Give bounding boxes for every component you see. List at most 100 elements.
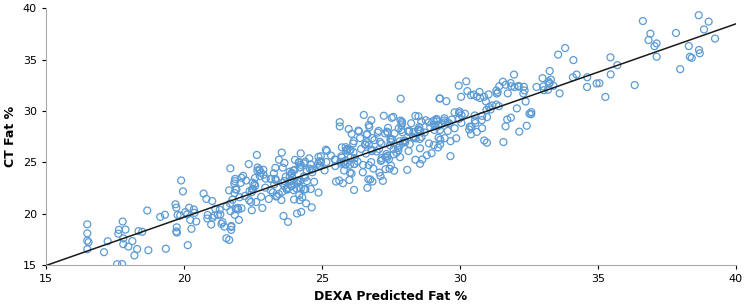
Point — [314, 163, 326, 168]
Point — [410, 136, 422, 141]
Point — [357, 170, 369, 175]
Point — [501, 117, 513, 122]
Point — [200, 196, 212, 201]
Point — [367, 179, 379, 184]
Point — [530, 84, 542, 89]
Point — [521, 123, 533, 128]
Point — [366, 136, 378, 141]
Point — [141, 208, 153, 213]
Point — [373, 147, 385, 152]
Point — [403, 128, 415, 133]
Point — [645, 31, 657, 36]
Point — [365, 160, 377, 165]
Point — [431, 119, 443, 124]
Point — [252, 165, 264, 170]
Point — [229, 212, 241, 217]
Point — [542, 87, 554, 92]
Point — [593, 81, 605, 86]
Point — [353, 129, 365, 134]
Point — [117, 242, 129, 247]
Point — [281, 187, 293, 192]
Point — [347, 141, 359, 146]
Point — [471, 94, 483, 99]
Point — [259, 185, 271, 190]
Point — [385, 163, 397, 168]
Point — [298, 174, 310, 179]
Point — [270, 177, 282, 181]
Point — [229, 179, 241, 184]
Point — [132, 229, 144, 234]
Point — [256, 205, 268, 210]
Point — [117, 262, 128, 266]
Point — [378, 113, 390, 118]
Point — [395, 127, 407, 132]
Point — [306, 205, 317, 210]
Point — [294, 165, 306, 169]
Point — [81, 238, 93, 243]
Point — [344, 162, 356, 167]
Point — [436, 122, 447, 126]
Point — [305, 187, 317, 192]
Point — [182, 212, 193, 217]
Point — [293, 160, 305, 165]
Point — [379, 155, 391, 160]
Point — [340, 145, 352, 150]
Point — [170, 205, 182, 210]
Point — [288, 168, 300, 173]
Point — [81, 222, 93, 227]
Point — [392, 146, 404, 150]
Point — [344, 148, 356, 153]
Point — [703, 19, 715, 24]
Point — [361, 131, 373, 136]
Point — [270, 178, 282, 183]
Point — [120, 227, 131, 232]
Point — [229, 181, 241, 186]
Point — [460, 79, 472, 84]
Point — [284, 179, 296, 184]
Point — [352, 159, 364, 164]
Point — [408, 130, 420, 134]
Point — [427, 118, 439, 123]
Point — [441, 99, 453, 104]
Point — [281, 186, 293, 191]
Point — [216, 221, 228, 226]
Point — [386, 137, 398, 142]
Point — [239, 193, 251, 198]
Point — [453, 116, 465, 121]
Point — [416, 157, 428, 162]
Point — [505, 80, 517, 85]
Point — [449, 110, 461, 115]
Point — [187, 207, 199, 212]
Point — [450, 136, 462, 141]
Point — [423, 120, 435, 125]
Point — [312, 154, 324, 159]
Point — [433, 96, 445, 101]
Point — [299, 159, 311, 164]
Point — [329, 157, 341, 162]
Point — [265, 177, 277, 181]
Point — [232, 207, 244, 212]
Point — [337, 181, 349, 186]
Point — [388, 168, 400, 173]
Point — [362, 177, 374, 182]
Point — [313, 163, 325, 168]
Point — [449, 126, 461, 131]
Point — [382, 126, 394, 130]
Point — [415, 119, 427, 124]
Point — [265, 188, 277, 193]
Point — [362, 185, 374, 190]
Point — [480, 107, 492, 112]
Point — [591, 81, 603, 86]
Point — [286, 178, 298, 183]
Point — [380, 152, 392, 157]
Point — [474, 89, 486, 94]
Point — [237, 173, 249, 178]
Point — [525, 110, 537, 115]
Point — [288, 188, 300, 192]
Point — [428, 143, 440, 148]
Point — [267, 190, 279, 195]
Point — [385, 137, 397, 142]
Point — [465, 124, 477, 129]
Point — [226, 224, 238, 229]
Point — [335, 159, 347, 164]
